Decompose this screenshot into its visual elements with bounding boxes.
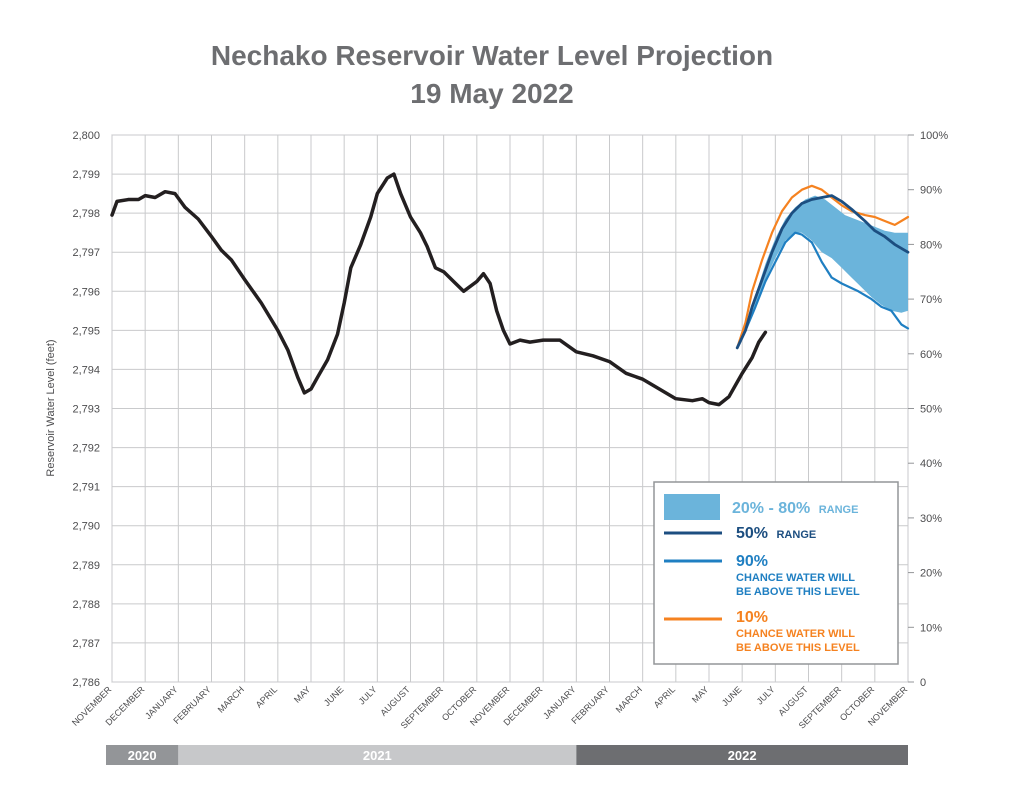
legend-p10-line2: BE ABOVE THIS LEVEL — [736, 642, 860, 654]
legend-swatch-band — [664, 494, 720, 520]
y2-axis-ticks: 100% 90% 80% 70% 60% 50% 40% 30% 20% 10% 0 — [908, 130, 948, 689]
y-tick-label: 2,800 — [72, 130, 100, 142]
x-tick-label-month: JULY — [357, 684, 379, 706]
x-tick-label-month: JUNE — [322, 684, 346, 708]
x-tick-label-month: MARCH — [614, 684, 644, 714]
y2-tick-label: 0 — [920, 677, 926, 689]
grid — [111, 134, 909, 683]
chart-title: Nechako Reservoir Water Level Projection — [211, 40, 773, 71]
y2-tick-label: 70% — [920, 294, 942, 306]
y2-tick-label: 100% — [920, 130, 948, 142]
legend-p90-line2: BE ABOVE THIS LEVEL — [736, 586, 860, 598]
x-tick-label-month: APRIL — [652, 684, 677, 709]
x-tick-label-month: AUGUST — [776, 684, 810, 718]
y-tick-label: 2,798 — [72, 208, 100, 220]
series-line-observed — [110, 172, 768, 407]
y-axis-ticks: 2,800 2,799 2,798 2,797 2,796 2,795 2,794 2,793… — [72, 130, 100, 689]
year-segment — [178, 745, 577, 765]
year-label: 2021 — [363, 748, 392, 763]
band-layer — [737, 195, 908, 348]
y2-tick-label: 50% — [920, 404, 942, 416]
year-bar: 2020 2021 2022 — [106, 745, 908, 765]
band-20-80 — [737, 195, 908, 348]
y2-tick-label: 90% — [920, 185, 942, 197]
x-tick-label-month: MARCH — [216, 684, 246, 714]
y2-tick-label: 80% — [920, 239, 942, 251]
year-segment — [576, 745, 908, 765]
y-tick-label: 2,795 — [72, 325, 100, 337]
legend-band-label: 20% - 80% RANGE — [732, 500, 858, 517]
x-tick-label-month: JULY — [755, 684, 777, 706]
y-tick-label: 2,789 — [72, 560, 100, 572]
x-tick-label-month: APRIL — [254, 684, 279, 709]
y2-tick-label: 40% — [920, 458, 942, 470]
y2-tick-label: 60% — [920, 349, 942, 361]
legend-p10-big: 10% — [736, 609, 768, 626]
y-tick-label: 2,792 — [72, 443, 100, 455]
y-tick-label: 2,788 — [72, 599, 100, 611]
series-line-p50 — [735, 194, 910, 350]
y-tick-label: 2,793 — [72, 404, 100, 416]
y-tick-label: 2,791 — [72, 482, 100, 494]
x-tick-label-month: MAY — [690, 684, 710, 704]
legend: 20% - 80% RANGE 50% RANGE 90% CHANCE WAT… — [653, 481, 899, 665]
y-tick-label: 2,794 — [72, 364, 100, 376]
chart-subtitle: 19 May 2022 — [410, 78, 573, 109]
y-tick-label: 2,799 — [72, 169, 100, 181]
year-label: 2022 — [728, 748, 757, 763]
y2-tick-label: 10% — [920, 622, 942, 634]
x-tick-label-month: AUGUST — [378, 684, 412, 718]
y-tick-label: 2,797 — [72, 247, 100, 259]
legend-p90-line1: CHANCE WATER WILL — [736, 572, 855, 584]
y-tick-label: 2,796 — [72, 286, 100, 298]
series-line-p90 — [736, 231, 910, 349]
series-lines — [110, 172, 910, 407]
y-tick-label: 2,786 — [72, 677, 100, 689]
year-label: 2020 — [128, 748, 157, 763]
x-tick-label-month: MAY — [292, 684, 312, 704]
y2-tick-label: 30% — [920, 513, 942, 525]
legend-p90-big: 90% — [736, 553, 768, 570]
legend-p10-line1: CHANCE WATER WILL — [736, 628, 855, 640]
year-segment — [106, 745, 179, 765]
y-tick-label: 2,790 — [72, 521, 100, 533]
y2-tick-label: 20% — [920, 568, 942, 580]
series-line-p10 — [736, 184, 910, 349]
x-tick-label-month: JUNE — [720, 684, 744, 708]
y-axis-label: Reservoir Water Level (feet) — [45, 339, 57, 476]
legend-p50-label: 50% RANGE — [736, 525, 816, 542]
y-tick-label: 2,787 — [72, 638, 100, 650]
